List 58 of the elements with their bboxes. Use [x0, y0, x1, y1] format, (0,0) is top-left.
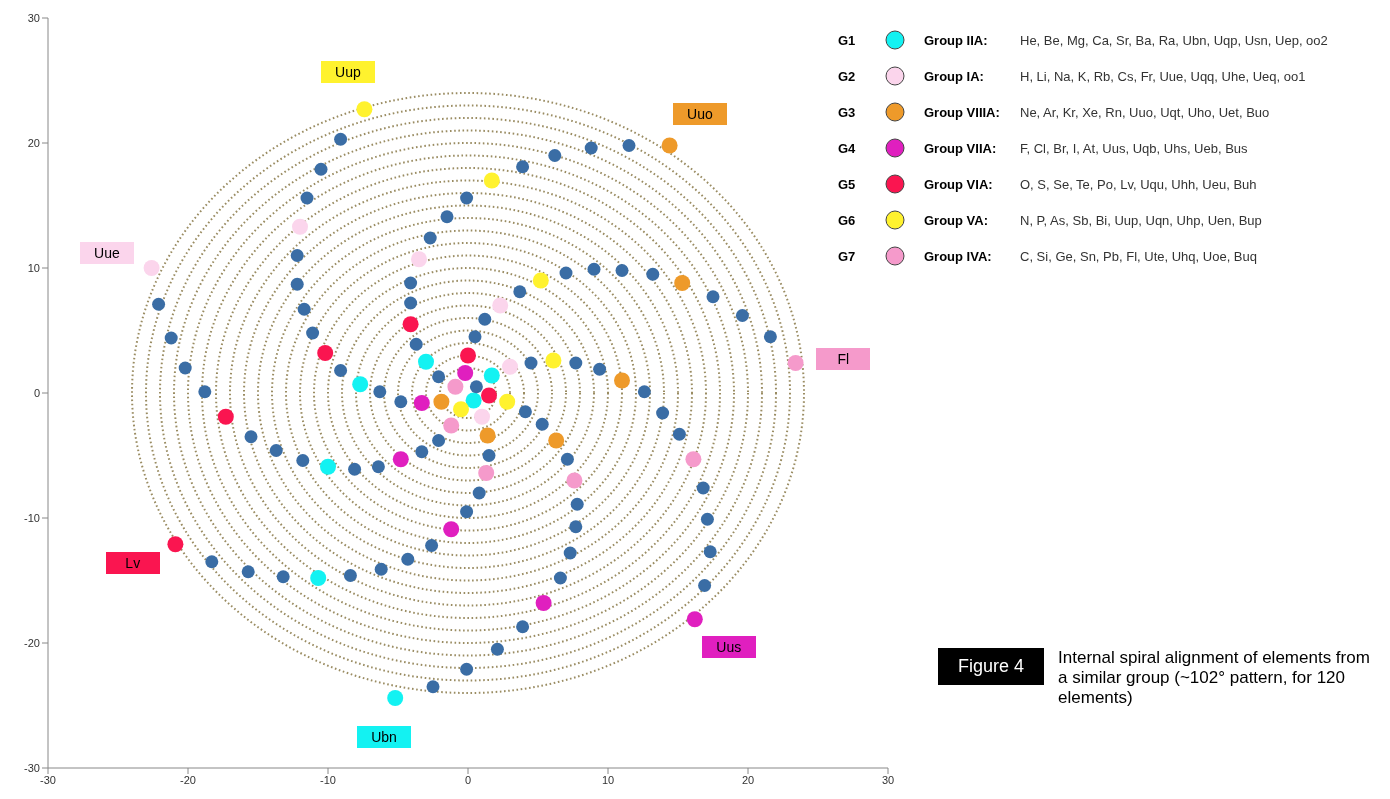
- x-tick-label: -20: [180, 773, 196, 786]
- annotation: Uuo: [672, 103, 727, 126]
- point: [310, 570, 327, 586]
- text: Group VIA:: [924, 176, 994, 192]
- point: [387, 690, 404, 706]
- legend-label: G1: [838, 32, 857, 48]
- text: C, Si, Ge, Sn, Pb, Fl, Ute, Uhq, Uoe, Buq: [1020, 248, 1257, 264]
- text: Internal spiral alignment of elements from a similar group (~102° pattern, for 120 elements): [1058, 648, 1371, 708]
- x-tick-label: 30: [881, 773, 895, 786]
- text: H, Li, Na, K, Rb, Cs, Fr, Uue, Uqq, Uhe, Ueq, oo1: [1020, 68, 1306, 84]
- annotation: Uup: [320, 60, 375, 83]
- legend-label: G2: [838, 68, 857, 84]
- text: Group IIA:: [924, 32, 989, 48]
- text: F, Cl, Br, I, At, Uus, Uqb, Uhs, Ueb, Bus: [1020, 140, 1248, 156]
- x-tick-label: 0: [464, 773, 472, 786]
- y-tick-label: 20: [27, 136, 40, 149]
- legend-label: G3: [838, 104, 857, 120]
- text: N, P, As, Sb, Bi, Uup, Uqn, Uhp, Uen, Bup: [1020, 212, 1262, 228]
- legend-label: G5: [838, 176, 857, 192]
- text: Group VIIIA:: [924, 104, 1001, 120]
- annotation: Uue: [79, 242, 134, 265]
- point: [143, 260, 160, 276]
- annotation: Fl: [816, 348, 871, 371]
- x-tick-label: 10: [601, 773, 615, 786]
- annotation: Lv: [105, 551, 160, 574]
- text: Group IA:: [924, 68, 985, 84]
- legend-label: G4: [838, 140, 857, 156]
- point: [787, 355, 804, 371]
- point: [674, 275, 691, 291]
- y-tick-label: 10: [27, 261, 40, 274]
- point: [292, 218, 308, 235]
- text: Ne, Ar, Kr, Xe, Rn, Uuo, Uqt, Uho, Uet, Buo: [1020, 104, 1270, 120]
- y-tick-label: 30: [27, 11, 40, 24]
- point: [661, 137, 678, 154]
- point: [356, 101, 373, 118]
- caption: Figure 4: [938, 648, 1045, 685]
- legend-label: G7: [838, 248, 857, 264]
- point: [167, 536, 184, 553]
- x-tick-label: -10: [320, 773, 336, 786]
- annotation: Ubn: [357, 725, 412, 748]
- y-tick-label: -20: [24, 636, 40, 649]
- point: [535, 595, 552, 611]
- text: O, S, Se, Te, Po, Lv, Uqu, Uhh, Ueu, Buh: [1020, 176, 1257, 192]
- annotation: Uus: [701, 636, 756, 659]
- legend-label: G6: [838, 212, 857, 228]
- x-tick-label: -30: [40, 773, 56, 786]
- point: [217, 408, 234, 425]
- text: Group IVA:: [924, 248, 993, 264]
- y-tick-label: -30: [24, 761, 40, 774]
- point: [686, 611, 703, 628]
- point: [685, 451, 702, 468]
- y-tick-label: 0: [33, 386, 40, 399]
- text: He, Be, Mg, Ca, Sr, Ba, Ra, Ubn, Uqp, Usn, Uep, oo2: [1020, 32, 1328, 48]
- y-tick-label: -10: [24, 511, 40, 524]
- x-tick-label: 20: [741, 773, 755, 786]
- text: Group VIIA:: [924, 140, 998, 156]
- text: Group VA:: [924, 212, 990, 228]
- point: [483, 172, 500, 189]
